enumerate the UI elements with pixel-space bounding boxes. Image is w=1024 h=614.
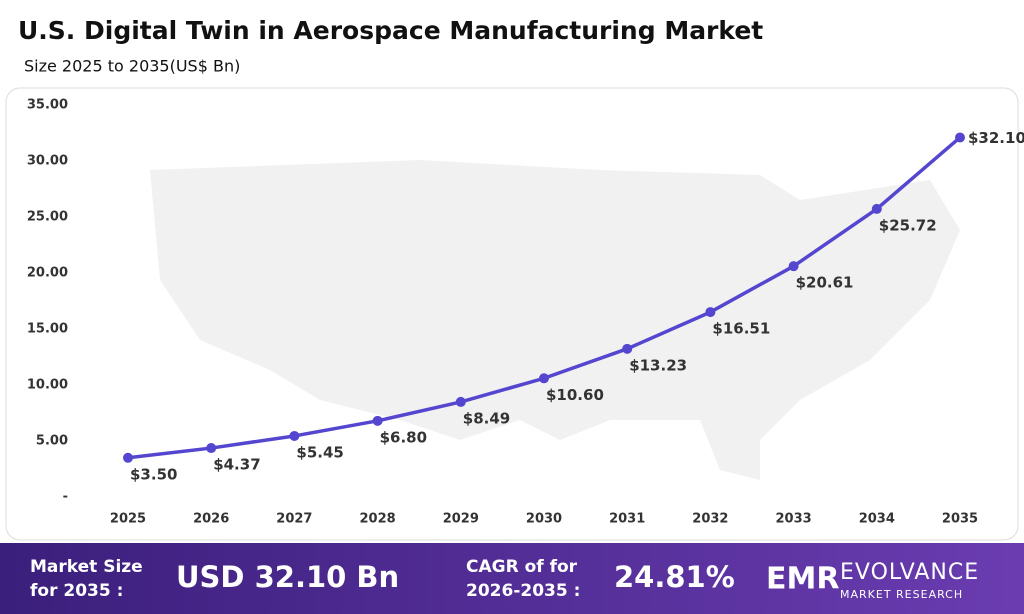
data-point xyxy=(289,430,300,441)
logo-name: EVOLVANCE xyxy=(840,560,979,585)
x-tick-label: 2035 xyxy=(942,512,978,527)
x-tick-label: 2029 xyxy=(443,512,479,527)
x-tick-label: 2030 xyxy=(526,512,562,527)
data-point xyxy=(372,415,383,426)
y-tick-label: 15.00 xyxy=(27,322,68,337)
banner-texts: Market Size for 2035 : USD 32.10 Bn CAGR… xyxy=(30,557,979,601)
chart-title: U.S. Digital Twin in Aerospace Manufactu… xyxy=(18,16,763,45)
x-tick-label: 2033 xyxy=(776,512,812,527)
market-size-value: USD 32.10 Bn xyxy=(176,560,399,594)
data-label: $25.72 xyxy=(879,216,937,234)
data-point xyxy=(622,343,633,354)
y-tick-label: 10.00 xyxy=(27,378,68,393)
data-label: $4.37 xyxy=(213,456,260,474)
logo-mark: EMR xyxy=(766,562,839,597)
data-point xyxy=(705,307,716,318)
x-tick-label: 2027 xyxy=(276,512,312,527)
market-size-label: for 2035 : xyxy=(30,581,123,601)
data-label: $16.51 xyxy=(712,320,770,338)
data-point xyxy=(871,203,882,214)
x-tick-label: 2034 xyxy=(859,512,895,527)
data-label: $13.23 xyxy=(629,356,687,374)
data-label: $20.61 xyxy=(796,274,854,292)
data-label: $32.10 xyxy=(968,129,1024,147)
x-tick-label: 2031 xyxy=(609,512,645,527)
data-point xyxy=(455,396,466,407)
data-label: $10.60 xyxy=(546,386,604,404)
data-point xyxy=(955,132,965,143)
y-tick-label: 30.00 xyxy=(27,154,68,169)
data-label: $3.50 xyxy=(130,465,177,483)
data-label: $6.80 xyxy=(380,428,427,446)
data-label: $5.45 xyxy=(296,443,343,461)
x-tick-label: 2025 xyxy=(110,512,146,527)
cagr-value: 24.81% xyxy=(614,560,735,594)
y-tick-label: 35.00 xyxy=(27,98,68,113)
data-label: $8.49 xyxy=(463,409,510,427)
x-tick-label: 2026 xyxy=(193,512,229,527)
data-point xyxy=(788,261,799,272)
y-tick-label: 25.00 xyxy=(27,210,68,225)
y-tick-label: 5.00 xyxy=(36,434,68,449)
cagr-label: 2026-2035 : xyxy=(466,581,580,601)
data-point xyxy=(123,452,133,463)
summary-banner xyxy=(0,543,1024,614)
x-tick-label: 2028 xyxy=(360,512,396,527)
y-tick-label: - xyxy=(63,490,68,505)
market-size-label: Market Size xyxy=(30,557,143,577)
data-point xyxy=(206,443,217,454)
data-point xyxy=(539,373,549,384)
map-background xyxy=(150,160,960,480)
y-tick-label: 20.00 xyxy=(27,266,68,281)
x-tick-label: 2032 xyxy=(692,512,728,527)
cagr-label: CAGR of for xyxy=(466,557,578,577)
logo-tagline: MARKET RESEARCH xyxy=(840,588,963,601)
chart-subtitle: Size 2025 to 2035(US$ Bn) xyxy=(24,57,240,76)
